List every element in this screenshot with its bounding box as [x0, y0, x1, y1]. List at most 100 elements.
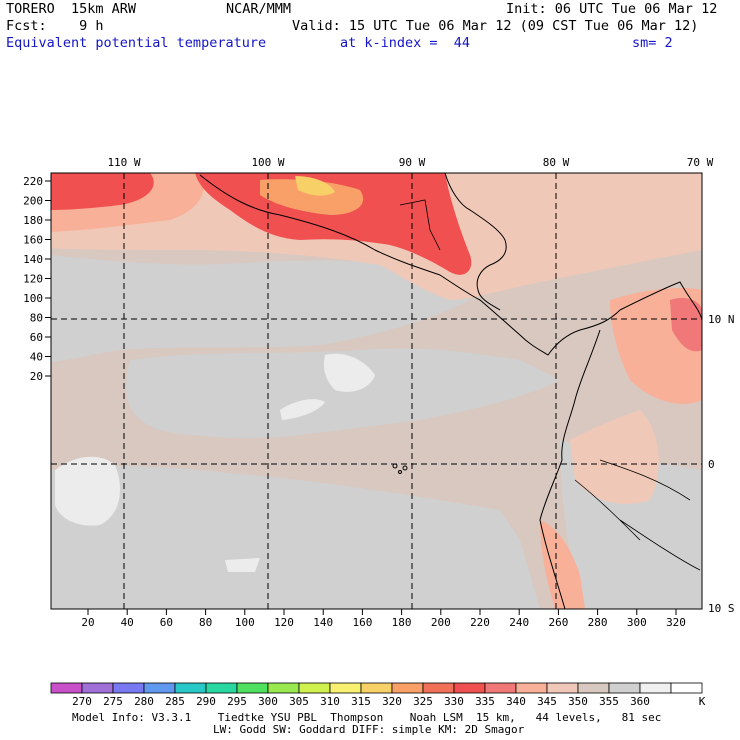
colorbar-swatch [267, 682, 300, 694]
x-tick-label: 300 [627, 616, 647, 629]
red-mexico [195, 173, 472, 275]
y-tick-label: 140 [23, 253, 43, 266]
y-tick-label: 40 [30, 351, 43, 364]
coastline-south-america [539, 281, 702, 609]
colorbar-swatch [81, 682, 114, 694]
white-patch-small [225, 558, 260, 572]
colorbar-label: 275 [103, 695, 123, 708]
colorbar-swatch [608, 682, 641, 694]
field-shading [51, 173, 702, 609]
grid-lines [51, 173, 702, 609]
x-tick-label: 320 [666, 616, 686, 629]
border-lines [399, 199, 701, 571]
colorbar-swatch [639, 682, 672, 694]
x-tick-label: 100 [235, 616, 255, 629]
colorbar-label: 315 [351, 695, 371, 708]
colorbar-label: 320 [382, 695, 402, 708]
lat-label-0: 0 [708, 458, 715, 471]
colorbar-label: 350 [568, 695, 588, 708]
lat-label-10n: 10 N [708, 313, 735, 326]
x-tick-label: 140 [313, 616, 333, 629]
colorbar-label: 330 [444, 695, 464, 708]
colorbar-swatch [174, 682, 207, 694]
x-tick-label: 40 [121, 616, 134, 629]
white-patch-central [323, 353, 375, 392]
coastlines [199, 173, 702, 609]
coastline-central-america [199, 174, 621, 356]
x-tick-label: 200 [431, 616, 451, 629]
y-axis-ticks: 220 200 180 160 140 120 100 80 60 40 20 [23, 175, 51, 383]
colorbar-swatch [360, 682, 393, 694]
colorbar-swatch [143, 682, 176, 694]
x-tick-label: 180 [392, 616, 412, 629]
colorbar-label: 355 [599, 695, 619, 708]
x-tick-label: 280 [588, 616, 608, 629]
x-tick-label: 120 [274, 616, 294, 629]
colorbar-swatch [205, 682, 238, 694]
colorbar-label: 305 [289, 695, 309, 708]
lon-label-70w: 70 W [687, 156, 714, 169]
x-tick-label: 20 [81, 616, 94, 629]
y-tick-label: 60 [30, 331, 43, 344]
x-tick-label: 160 [352, 616, 372, 629]
lon-label-100w: 100 W [251, 156, 284, 169]
y-tick-label: 80 [30, 312, 43, 325]
grey-region-central [126, 348, 560, 439]
red-nw [51, 173, 154, 210]
y-tick-label: 20 [30, 370, 43, 383]
field-name: Equivalent potential temperature [6, 35, 267, 51]
salmon-peru [540, 520, 585, 609]
colorbar-swatch [670, 682, 703, 694]
colorbar-swatch [484, 682, 517, 694]
colorbar-swatch [391, 682, 424, 694]
colorbar-swatch [546, 682, 579, 694]
colorbar-swatch [422, 682, 455, 694]
red-southamerica [670, 298, 702, 352]
colorbar-unit: K [699, 695, 706, 708]
y-tick-label: 180 [23, 214, 43, 227]
colorbar-swatch [112, 682, 145, 694]
colorbar-swatch [50, 682, 83, 694]
x-tick-label: 260 [548, 616, 568, 629]
colorbar-label: 285 [165, 695, 185, 708]
level-info: at k-index = 44 [340, 35, 471, 51]
colorbar-swatch [236, 682, 269, 694]
colorbar-label: 340 [506, 695, 526, 708]
colorbar-swatch [453, 682, 486, 694]
colorbar-label: 345 [537, 695, 557, 708]
map-frame [50, 172, 703, 610]
lon-label-110w: 110 W [107, 156, 140, 169]
colorbar-label: 300 [258, 695, 278, 708]
x-tick-label: 60 [160, 616, 173, 629]
galapagos-2 [402, 465, 408, 471]
y-tick-label: 200 [23, 195, 43, 208]
smoothing-info: sm= 2 [632, 35, 673, 51]
colorbar: 270 275 280 285 290 295 300 305 310 315 320 325 330 3… [50, 682, 706, 708]
colorbar-label: 295 [227, 695, 247, 708]
x-axis-ticks: 20 40 60 80 100 120 140 160 180 200 220 240 260 280 30… [81, 609, 686, 629]
colorbar-label: 270 [72, 695, 92, 708]
colorbar-label: 290 [196, 695, 216, 708]
galapagos-3 [398, 470, 402, 474]
x-tick-label: 220 [470, 616, 490, 629]
valid-time: Valid: 15 UTC Tue 06 Mar 12 (09 CST Tue … [292, 18, 699, 34]
x-tick-label: 240 [509, 616, 529, 629]
coastline-gulf [444, 173, 507, 311]
colorbar-swatch [515, 682, 548, 694]
y-tick-label: 220 [23, 175, 43, 188]
footer-model-info: Model Info: V3.3.1 Tiedtke YSU PBL Thomp… [72, 711, 662, 724]
colorbar-swatch [298, 682, 331, 694]
lon-label-90w: 90 W [399, 156, 426, 169]
colorbar-label: 310 [320, 695, 340, 708]
grey-region-west [51, 255, 470, 362]
colorbar-label: 360 [630, 695, 650, 708]
forecast-hour: Fcst: 9 h [6, 18, 104, 34]
colorbar-label: 325 [413, 695, 433, 708]
colorbar-swatch [577, 682, 610, 694]
grey-region-south [51, 465, 540, 609]
model-name: TORERO 15km ARW [6, 1, 137, 17]
footer-physics-info: LW: Godd SW: Goddard DIFF: simple KM: 2D… [213, 723, 525, 736]
y-tick-label: 100 [23, 292, 43, 305]
y-tick-label: 120 [23, 273, 43, 286]
white-patch-southwest [55, 456, 120, 526]
